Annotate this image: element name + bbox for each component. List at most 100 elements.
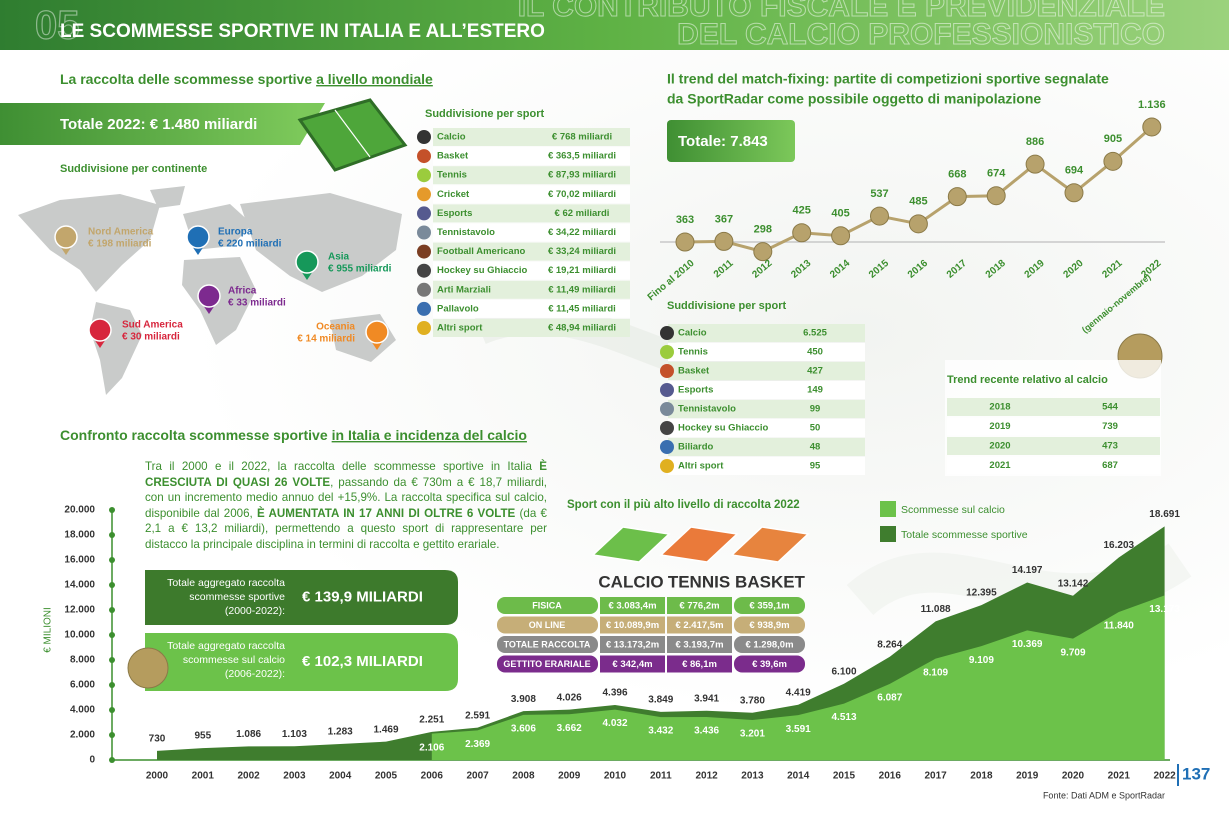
sport-value: € 87,93 miliardi	[548, 170, 616, 181]
world-title: La raccolta delle scommesse sportive a li…	[60, 71, 433, 87]
data-label: 3.436	[694, 726, 719, 737]
data-label: 485	[909, 196, 927, 208]
sport-table-title: Sport con il più alto livello di raccolt…	[567, 499, 800, 511]
continent-pin	[295, 250, 319, 274]
x-tick-label: 2019	[1016, 771, 1039, 782]
sport-icon	[417, 187, 431, 202]
y-tick	[109, 557, 115, 563]
table-row	[947, 456, 1160, 475]
data-label: 4.513	[831, 712, 856, 723]
map-land	[18, 194, 160, 292]
y-tick	[109, 532, 115, 538]
aggregate-label: Totale aggregato raccolta	[167, 640, 285, 652]
data-point	[1142, 117, 1162, 137]
map-land	[240, 193, 402, 292]
cell-value: € 13.173,2m	[606, 640, 659, 651]
data-label: 3.941	[694, 693, 719, 704]
match-fixing-total: Totale: 7.843	[678, 133, 768, 150]
data-label: 10.369	[1012, 639, 1043, 650]
continent-value: € 198 miliardi	[88, 239, 152, 250]
continent-pin	[88, 318, 112, 342]
cell-value: € 3.193,7m	[675, 640, 723, 651]
data-point	[870, 206, 889, 226]
sport-icon	[417, 130, 431, 144]
data-point	[831, 226, 851, 246]
continent-value: € 33 miliardi	[228, 298, 286, 309]
sport-column: CALCIO	[598, 572, 663, 591]
value-cell	[600, 616, 665, 634]
trend-year: 2018	[989, 402, 1010, 413]
table-row	[433, 128, 630, 146]
sport-value: 6.525	[803, 328, 827, 339]
continent-pin	[197, 284, 221, 308]
continent-value: € 955 miliardi	[328, 264, 392, 275]
sport-name: Tennis	[678, 347, 708, 358]
x-tick-label: 2014	[787, 771, 810, 782]
x-tick-label: 2008	[512, 771, 535, 782]
row-label: TOTALE RACCOLTA	[504, 639, 591, 649]
data-label: 9.709	[1060, 647, 1085, 658]
x-tick-label: 2005	[375, 771, 398, 782]
legend-label: Totale scommesse sportive	[901, 529, 1028, 541]
x-tick-label: 2009	[558, 771, 581, 782]
sport-value: € 34,22 miliardi	[548, 227, 616, 238]
data-label: 1.086	[236, 729, 261, 740]
data-label: 14.197	[1012, 565, 1043, 576]
data-label: 8.109	[923, 667, 948, 678]
y-tick	[109, 582, 115, 588]
aggregate-box	[145, 570, 458, 625]
table-row	[668, 457, 865, 475]
cell-value: € 3.083,4m	[608, 601, 656, 612]
data-label: 3.662	[557, 723, 582, 734]
sport-icon	[417, 263, 431, 278]
data-label: 9.109	[969, 655, 994, 666]
sports-title: Suddivisione per sport	[667, 300, 787, 312]
y-tick	[109, 707, 115, 713]
trend-title: Trend recente relativo al calcio	[947, 374, 1108, 386]
map-land	[150, 186, 185, 208]
x-tick-label: 2016	[906, 258, 930, 281]
y-tick-label: 8.000	[70, 655, 95, 666]
aggregate-value: € 139,9 MILIARDI	[302, 588, 423, 605]
data-point	[1103, 151, 1123, 171]
y-tick-label: 2.000	[70, 730, 95, 741]
table-row	[433, 223, 630, 242]
continents-title: Suddivisione per continente	[60, 163, 207, 175]
x-tick-label: 2019	[1023, 258, 1047, 281]
sport-column: TENNIS	[668, 572, 730, 591]
sport-value: € 11,45 miliardi	[548, 303, 616, 314]
cell-value: € 938,9m	[749, 620, 789, 631]
trend-year: 2021	[989, 460, 1011, 471]
x-tick-label: 2020	[1062, 258, 1086, 281]
table-row	[433, 204, 630, 223]
continent-name: Sud America	[122, 320, 183, 331]
sport-name: Esports	[678, 385, 713, 396]
table-row	[433, 147, 630, 166]
cell-value: € 2.417,5m	[675, 620, 723, 631]
y-tick	[109, 507, 115, 513]
row-label: ON LINE	[529, 620, 566, 630]
paragraph-text: (da € 2,1 a € 13,2 miliardi), permettend…	[145, 506, 547, 551]
sport-value: 50	[810, 423, 821, 434]
continent-pin	[186, 225, 210, 249]
sport-value: € 62 miliardi	[555, 208, 610, 219]
x-tick-label: 2016	[879, 771, 902, 782]
aggregate-label: (2000-2022):	[225, 605, 285, 617]
sport-icon	[660, 345, 674, 359]
value-cell	[667, 636, 732, 653]
paragraph: Tra il 2000 e il 2022, la raccolta delle…	[145, 459, 547, 553]
y-tick-label: 14.000	[64, 580, 95, 591]
section-number: 05	[35, 4, 80, 48]
table-row	[433, 299, 630, 318]
data-label: 367	[715, 213, 733, 225]
match-fixing-title: Il trend del match-fixing: partite di co…	[667, 71, 1109, 87]
aggregate-label: scommesse sportive	[189, 591, 285, 603]
value-cell	[734, 616, 805, 634]
italy-title: Confronto raccolta scommesse sportive in …	[60, 427, 527, 443]
x-tick-label: 2010	[604, 771, 627, 782]
sport-icon	[660, 402, 674, 416]
data-label: 8.264	[877, 639, 902, 650]
sport-icon	[417, 149, 431, 164]
value-cell	[667, 655, 732, 673]
